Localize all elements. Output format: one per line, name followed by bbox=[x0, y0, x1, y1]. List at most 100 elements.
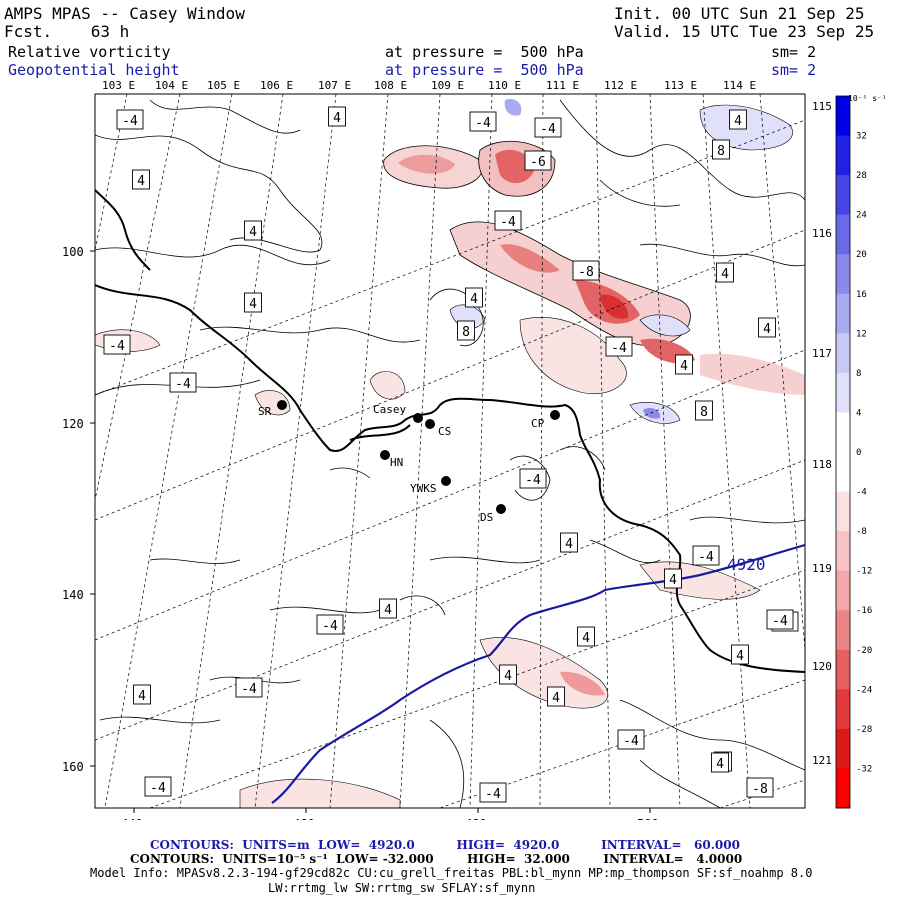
contour-label-box bbox=[133, 684, 151, 705]
colorbar-swatch bbox=[836, 452, 850, 493]
init-time: Init. 00 UTC Sun 21 Sep 25 bbox=[614, 4, 865, 23]
station-label-hn: HN bbox=[390, 456, 403, 469]
field2-level: at pressure = 500 hPa bbox=[385, 61, 584, 79]
contour-label-box bbox=[664, 568, 682, 589]
colorbar-swatch bbox=[836, 689, 850, 730]
contour-label: 4 bbox=[721, 267, 729, 282]
contour-label: 4 bbox=[763, 322, 771, 337]
footer-height-contours: CONTOURS: UNITS=m LOW= 4920.0 HIGH= 4920… bbox=[150, 838, 740, 852]
colorbar-swatch bbox=[836, 254, 850, 295]
contour-labels: -44-4-484-64-44-8444-48-4-4484-44-44-44-… bbox=[103, 106, 799, 803]
contour-label: -4 bbox=[772, 614, 788, 629]
contour-label: -4 bbox=[322, 619, 338, 634]
station-label-cp: CP bbox=[531, 417, 545, 430]
colorbar-swatch bbox=[836, 214, 850, 255]
lon-top-109: 109 E bbox=[431, 79, 464, 92]
contour-label: -4 bbox=[475, 116, 491, 131]
contour-label-box bbox=[494, 210, 522, 231]
vorticity-contours bbox=[95, 99, 805, 808]
footer-model-info-2: LW:rrtmg_lw SW:rrtmg_sw SFLAY:sf_mynn bbox=[268, 881, 536, 895]
colorbar-ticks: 32 28 24 20 16 12 8 4 0 -4 -8 -12 -16 -20 -24 -28 -32 bbox=[856, 132, 872, 775]
lon-top-105: 105 E bbox=[207, 79, 240, 92]
contour-label-box bbox=[731, 644, 749, 665]
contour-label-box bbox=[132, 169, 150, 190]
contour-label-box bbox=[499, 664, 517, 685]
colorbar-tick-label: 24 bbox=[856, 211, 867, 221]
y-tick-160: 160 bbox=[62, 760, 84, 774]
contour-label-box bbox=[144, 776, 172, 797]
station-dot-cp bbox=[550, 410, 560, 420]
colorbar-tick-label: 16 bbox=[856, 290, 867, 300]
contour-label-box bbox=[560, 532, 578, 553]
colorbar-frame bbox=[835, 95, 851, 809]
contour-label-box bbox=[457, 320, 475, 341]
contour-label-box bbox=[244, 292, 262, 313]
contour-label-box bbox=[116, 109, 144, 130]
contour-label: -4 bbox=[525, 473, 541, 488]
contour-label: 4 bbox=[734, 114, 742, 129]
colorbar-tick-label: -16 bbox=[856, 606, 872, 616]
contour-label: 4 bbox=[333, 111, 341, 126]
contour-label: 4 bbox=[137, 174, 145, 189]
contour-label-box bbox=[692, 545, 720, 566]
contour-label-box bbox=[316, 614, 344, 635]
x-tick-460: 460 bbox=[293, 817, 315, 820]
contour-label-box bbox=[103, 334, 131, 355]
plot-frame bbox=[94, 93, 806, 809]
contour-label: -4 bbox=[241, 682, 257, 697]
colorbar-tick-label: -32 bbox=[856, 764, 872, 774]
map-plot: SR Casey CS CP HN YWKS DS -4 4 -4 -484-64-4… bbox=[62, 79, 887, 820]
contour-label: -4 bbox=[540, 122, 556, 137]
x-tick-500: 500 bbox=[637, 817, 659, 820]
contour-label: 4 bbox=[565, 537, 573, 552]
station-dot-sr bbox=[277, 400, 287, 410]
geopotential-4920-contour bbox=[271, 543, 805, 804]
contour-label: 8 bbox=[717, 144, 725, 159]
field1-smoothing: sm= 2 bbox=[771, 43, 817, 61]
y-tick-120: 120 bbox=[62, 417, 84, 431]
contour-label-box bbox=[712, 139, 730, 160]
x-tick-440: 440 bbox=[121, 817, 143, 820]
lon-top-103: 103 E bbox=[102, 79, 135, 92]
contour-label: 4 bbox=[384, 603, 392, 618]
contour-label-box bbox=[328, 106, 346, 127]
contour-label: 4 bbox=[736, 649, 744, 664]
footer-vorticity-contours: CONTOURS: UNITS=10⁻⁵ s⁻¹ LOW= -32.000 HI… bbox=[130, 852, 743, 866]
contour-label-box bbox=[465, 287, 483, 308]
station-label-casey: Casey bbox=[373, 403, 406, 416]
colorbar-tick-label: -20 bbox=[856, 646, 872, 656]
colorbar-tick-label: -24 bbox=[856, 685, 872, 695]
contour-label: -4 bbox=[611, 341, 627, 356]
station-markers bbox=[277, 400, 560, 514]
colorbar-swatch bbox=[836, 610, 850, 651]
colorbar-tick-label: 28 bbox=[856, 171, 867, 181]
contour-label: -4 bbox=[623, 734, 639, 749]
colorbar-swatch bbox=[836, 293, 850, 334]
lon-top-106: 106 E bbox=[260, 79, 293, 92]
colorbar bbox=[835, 95, 851, 809]
lon-top-113: 113 E bbox=[664, 79, 697, 92]
contour-label-box bbox=[716, 262, 734, 283]
colorbar-swatch bbox=[836, 412, 850, 453]
contour-label: -4 bbox=[150, 781, 166, 796]
colorbar-swatch bbox=[836, 175, 850, 216]
lon-top-112: 112 E bbox=[604, 79, 637, 92]
contour-label: -6 bbox=[530, 155, 546, 170]
colorbar-tick-label: -4 bbox=[856, 488, 867, 498]
contour-label-box bbox=[534, 117, 562, 138]
field2-smoothing: sm= 2 bbox=[771, 61, 817, 79]
contour-label-box bbox=[244, 220, 262, 241]
contour-label-box bbox=[572, 260, 600, 281]
contour-label-box bbox=[577, 626, 595, 647]
station-dot-hn bbox=[380, 450, 390, 460]
station-dot-ds bbox=[496, 504, 506, 514]
contour-label-box bbox=[169, 372, 197, 393]
contour-label: 4 bbox=[249, 225, 257, 240]
contour-label-box bbox=[235, 677, 263, 698]
contour-label-box bbox=[524, 150, 552, 171]
colorbar-tick-label: -28 bbox=[856, 725, 872, 735]
forecast-hour: Fcst. 63 h bbox=[4, 22, 130, 41]
lon-top-111: 111 E bbox=[546, 79, 579, 92]
colorbar-tick-label: 32 bbox=[856, 132, 867, 142]
contour-label: 4 bbox=[716, 757, 724, 772]
